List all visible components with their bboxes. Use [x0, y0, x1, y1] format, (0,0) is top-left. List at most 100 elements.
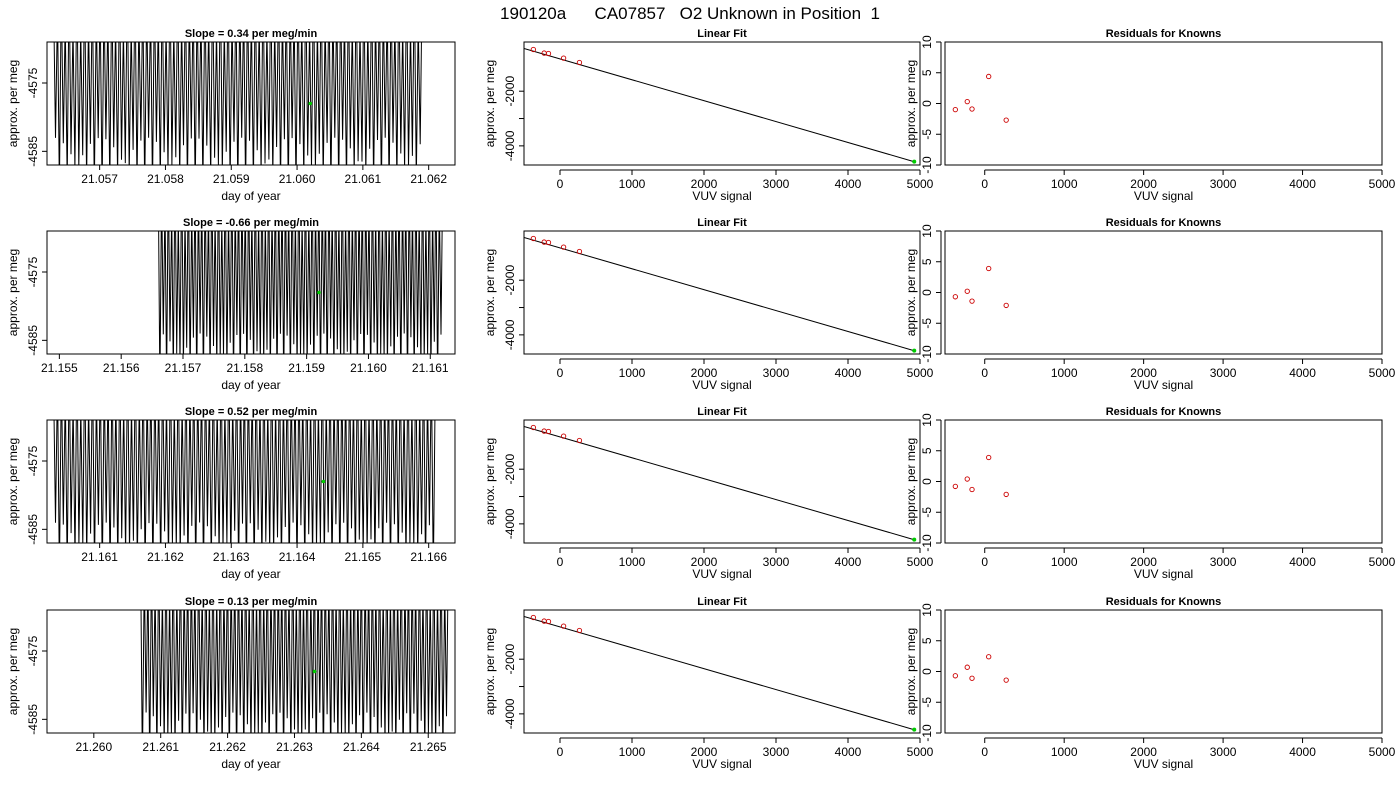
x-tick-label: 4000 — [835, 177, 862, 191]
y-tick-label: 0 — [920, 668, 934, 675]
x-tick-label: 3000 — [1210, 555, 1237, 569]
x-tick-label: 21.161 — [81, 550, 118, 564]
residual-point — [964, 288, 970, 294]
y-tick-label: 5 — [920, 69, 934, 76]
unknown-point — [912, 159, 917, 164]
x-tick-label: 3000 — [763, 177, 790, 191]
chart-panel-row4-col3: Residuals for Knowns 0 1000 2000 3000 4000 500… — [904, 596, 1396, 771]
plot-frame — [944, 609, 1383, 734]
x-tick-label: 5000 — [1369, 366, 1396, 380]
plot-area — [952, 265, 1009, 309]
chart-title: Residuals for Knowns — [1106, 406, 1222, 418]
x-tick-label: 5000 — [907, 366, 934, 380]
x-tick-label: 0 — [557, 366, 564, 380]
chart-panel-row3-col3: Residuals for Knowns 0 1000 2000 3000 4000 500… — [904, 406, 1396, 581]
y-axis-label: approx. per meg — [6, 438, 20, 525]
y-tick-label: -2000 — [503, 454, 517, 485]
unknown-point — [317, 290, 321, 295]
known-point — [530, 46, 537, 53]
x-tick-label: 1000 — [619, 177, 646, 191]
x-tick-label: 2000 — [691, 366, 718, 380]
known-point — [560, 55, 567, 61]
y-tick-label: 5 — [920, 258, 934, 265]
x-axis-label: day of year — [221, 189, 280, 203]
x-tick-label: 21.160 — [350, 361, 387, 375]
plot-area — [140, 610, 449, 733]
residual-point — [986, 454, 992, 461]
y-tick-label: -4575 — [26, 256, 40, 287]
known-point — [530, 235, 537, 242]
x-tick-label: 3000 — [1210, 177, 1237, 191]
fit-line — [524, 615, 915, 731]
plot-area — [524, 46, 917, 164]
x-tick-label: 21.156 — [103, 361, 140, 375]
plot-frame — [944, 419, 1383, 544]
plot-area — [524, 424, 917, 542]
y-tick-label: 0 — [920, 478, 934, 485]
chart-panel-row2-col2: Linear Fit 0 1000 2000 3000 4000 5000 VUV signa… — [483, 217, 934, 392]
x-tick-label: 21.166 — [410, 550, 447, 564]
residual-point — [969, 298, 975, 304]
plot-area — [952, 654, 1009, 683]
x-tick-label: 4000 — [835, 366, 862, 380]
y-tick-label: -4585 — [26, 704, 40, 735]
x-tick-label: 4000 — [1289, 555, 1316, 569]
x-tick-label: 1000 — [1051, 366, 1078, 380]
x-tick-label: 4000 — [1289, 366, 1316, 380]
x-tick-label: 0 — [981, 366, 988, 380]
known-point — [576, 627, 583, 634]
y-axis-label: approx. per meg — [6, 249, 20, 336]
x-tick-label: 4000 — [1289, 745, 1316, 759]
residual-point — [1003, 302, 1009, 309]
plot-area — [158, 231, 443, 354]
x-axis-label: VUV signal — [692, 567, 751, 581]
x-axis-label: VUV signal — [692, 757, 751, 771]
chart-title: Slope = 0.34 per meg/min — [185, 28, 318, 40]
y-axis-label: approx. per meg — [483, 60, 497, 147]
known-point — [576, 248, 583, 255]
plot-frame — [46, 419, 456, 544]
plot-frame — [944, 230, 1383, 355]
unknown-point — [312, 669, 317, 674]
known-point — [545, 618, 552, 625]
known-point — [545, 239, 552, 246]
y-axis-label: approx. per meg — [904, 628, 918, 715]
chart-title: Linear Fit — [697, 217, 747, 229]
y-tick-label: -4575 — [26, 635, 40, 666]
x-tick-label: 2000 — [691, 555, 718, 569]
known-point — [530, 614, 537, 621]
x-axis-label: day of year — [221, 378, 280, 392]
x-tick-label: 21.157 — [165, 361, 202, 375]
residual-point — [964, 476, 970, 482]
y-tick-label: 0 — [920, 100, 934, 107]
chart-title: Linear Fit — [697, 406, 747, 418]
unknown-point — [912, 727, 917, 732]
y-tick-label: -10 — [920, 724, 934, 742]
x-tick-label: 21.159 — [288, 361, 325, 375]
chart-title: Slope = -0.66 per meg/min — [183, 217, 319, 229]
x-tick-label: 5000 — [907, 555, 934, 569]
x-tick-label: 5000 — [907, 745, 934, 759]
x-tick-label: 2000 — [1130, 177, 1157, 191]
x-tick-label: 21.164 — [279, 550, 316, 564]
figure-main-title: 190120a CA07857 O2 Unknown in Position 1 — [500, 4, 880, 23]
residual-point — [1003, 491, 1009, 498]
known-point — [560, 244, 567, 250]
x-tick-label: 2000 — [1130, 745, 1157, 759]
x-tick-label: 4000 — [835, 555, 862, 569]
plot-area — [524, 235, 917, 353]
residual-point — [986, 73, 992, 80]
x-tick-label: 4000 — [835, 745, 862, 759]
chart-panel-row3-col1: Slope = 0.52 per meg/min 21.161 21.162 21.1… — [6, 406, 456, 581]
y-tick-label: 10 — [920, 224, 934, 238]
y-axis-label: approx. per meg — [6, 628, 20, 715]
chart-panel-row4-col1: Slope = 0.13 per meg/min 21.260 21.261 21.2… — [6, 596, 456, 771]
x-axis-label: VUV signal — [1134, 567, 1193, 581]
x-tick-label: 21.262 — [209, 740, 246, 754]
residual-point — [952, 483, 958, 490]
residual-point — [986, 654, 992, 660]
x-tick-label: 0 — [981, 555, 988, 569]
x-tick-label: 5000 — [907, 177, 934, 191]
chart-panel-row2-col1: Slope = -0.66 per meg/min 21.155 21.156 21.… — [6, 217, 456, 392]
